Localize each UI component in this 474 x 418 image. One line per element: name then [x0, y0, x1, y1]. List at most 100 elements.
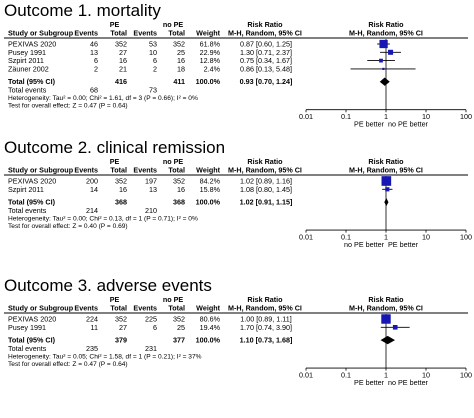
study-pe-total: 27: [119, 323, 127, 332]
total-label: Total (95% CI): [8, 77, 56, 86]
study-nope-total: 16: [177, 185, 185, 194]
study-name: Szpirt 2011: [8, 56, 44, 65]
favours-left-label: no PE better: [344, 240, 385, 249]
study-weight: 19.4%: [200, 323, 221, 332]
study-pe-events: 6: [94, 56, 98, 65]
study-nope-events: 6: [153, 323, 157, 332]
heterogeneity: Heterogeneity: Tau² = 0.00; Chi² = 1.61,…: [8, 95, 198, 102]
favours-right-label: PE better: [388, 240, 419, 249]
study-name: PEXIVAS 2020: [8, 177, 56, 186]
header-pe: PE: [110, 20, 120, 29]
study-nope-total: 352: [173, 177, 185, 186]
header-risk-ratio-plot: Risk Ratio: [368, 20, 404, 29]
x-tick-label: 1: [384, 233, 388, 242]
favours-left-label: PE better: [354, 378, 385, 387]
favours-right-label: no PE better: [388, 120, 429, 129]
study-nope-total: 352: [173, 315, 185, 324]
study-nope-events: 13: [149, 185, 157, 194]
header-no-pe: no PE: [163, 20, 184, 29]
x-tick-label: 100: [460, 233, 472, 242]
total-events-nope: 210: [145, 206, 157, 215]
total-weight: 100.0%: [196, 198, 221, 207]
header-pe-total: Total: [110, 29, 127, 38]
study-ci: 1.70 [0.74, 3.90]: [240, 323, 292, 332]
study-name: PEXIVAS 2020: [8, 315, 56, 324]
overall-effect: Test for overall effect: Z = 0.47 (P = 0…: [8, 361, 128, 368]
total-ci: 1.10 [0.73, 1.68]: [240, 336, 293, 345]
total-ci: 1.02 [0.91, 1.15]: [240, 198, 293, 207]
total-events-pe: 214: [86, 206, 98, 215]
header-nope-events: Events: [133, 29, 157, 38]
header-pe: PE: [110, 157, 120, 166]
total-diamond: [384, 197, 389, 207]
study-pe-total: 352: [115, 315, 127, 324]
total-events-label: Total events: [8, 206, 47, 215]
total-events-pe: 235: [86, 344, 98, 353]
header-nope-events: Events: [133, 166, 157, 175]
study-nope-events: 6: [153, 56, 157, 65]
study-nope-events: 225: [145, 315, 157, 324]
study-ci: 1.02 [0.89, 1.16]: [240, 177, 292, 186]
total-nope: 377: [173, 336, 185, 345]
study-pe-events: 46: [90, 40, 98, 49]
study-ci: 0.75 [0.34, 1.67]: [240, 56, 292, 65]
study-ci: 1.00 [0.89, 1.11]: [240, 315, 291, 324]
favours-left-label: PE better: [354, 120, 385, 129]
study-pe-events: 200: [86, 177, 98, 186]
study-nope-total: 352: [173, 40, 185, 49]
header-risk-ratio-plot: Risk Ratio: [368, 157, 404, 166]
header-method-plot: M-H, Random, 95% CI: [349, 304, 423, 313]
x-tick-label: 100: [460, 371, 472, 380]
study-point: [381, 314, 391, 324]
study-nope-total: 18: [177, 64, 185, 73]
study-pe-total: 21: [119, 64, 127, 73]
study-pe-total: 16: [119, 185, 127, 194]
overall-effect: Test for overall effect: Z = 0.40 (P = 0…: [8, 223, 128, 230]
header-pe: PE: [110, 295, 120, 304]
header-pe-total: Total: [110, 304, 127, 313]
study-name: PEXIVAS 2020: [8, 40, 56, 49]
favours-right-label: no PE better: [388, 378, 429, 387]
header-nope-events: Events: [133, 304, 157, 313]
study-point: [379, 58, 383, 63]
header-nope-total: Total: [168, 166, 185, 175]
study-weight: 61.8%: [200, 40, 221, 49]
study-nope-total: 25: [177, 323, 185, 332]
overall-effect: Test for overall effect: Z = 0.47 (P = 0…: [8, 103, 128, 110]
total-events-label: Total events: [8, 86, 47, 95]
x-tick-label: 0.01: [299, 371, 313, 380]
total-weight: 100.0%: [196, 336, 221, 345]
x-tick-label: 10: [422, 112, 430, 121]
header-pe-events: Events: [74, 29, 98, 38]
total-events-nope: 231: [145, 344, 157, 353]
study-point: [388, 49, 394, 55]
header-no-pe: no PE: [163, 157, 184, 166]
study-name: Zäuner 2002: [8, 64, 49, 73]
header-study: Study or Subgroup: [8, 304, 74, 313]
header-method: M-H, Random, 95% CI: [228, 166, 302, 175]
header-weight: Weight: [196, 29, 220, 38]
total-nope: 411: [173, 77, 185, 86]
heterogeneity: Heterogeneity: Tau² = 0.05; Chi² = 1.58,…: [8, 354, 202, 361]
study-name: Pusey 1991: [8, 48, 46, 57]
total-events-nope: 73: [149, 86, 157, 95]
study-ci: 1.08 [0.80, 1.45]: [240, 185, 292, 194]
header-risk-ratio-plot: Risk Ratio: [368, 295, 404, 304]
study-name: Pusey 1991: [8, 323, 46, 332]
x-tick-label: 0.1: [341, 112, 351, 121]
header-nope-total: Total: [168, 304, 185, 313]
total-label: Total (95% CI): [8, 198, 56, 207]
x-tick-label: 0.1: [341, 371, 351, 380]
header-method-plot: M-H, Random, 95% CI: [349, 166, 423, 175]
study-pe-events: 224: [86, 315, 98, 324]
total-weight: 100.0%: [196, 77, 221, 86]
total-label: Total (95% CI): [8, 336, 56, 345]
header-risk-ratio: Risk Ratio: [247, 295, 283, 304]
study-pe-total: 352: [115, 40, 127, 49]
study-point: [382, 67, 385, 70]
total-nope: 368: [173, 198, 185, 207]
x-tick-label: 0.1: [341, 233, 351, 242]
header-study: Study or Subgroup: [8, 166, 74, 175]
